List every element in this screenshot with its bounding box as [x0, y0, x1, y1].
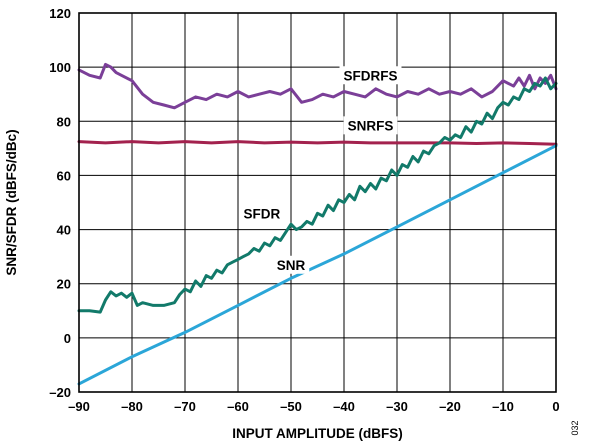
x-tick-label: –60 [227, 399, 249, 414]
x-axis-title: INPUT AMPLITUDE (dBFS) [232, 426, 402, 441]
series-line-snr [77, 144, 558, 386]
y-tick-label: 40 [57, 223, 71, 238]
series-label-backgrounds [239, 66, 402, 274]
y-axis-title: SNR/SFDR (dBFS/dBc) [4, 129, 19, 275]
x-tick-label: –70 [174, 399, 196, 414]
y-tick-label: –20 [49, 385, 71, 400]
y-tick-label: 100 [49, 60, 71, 75]
series-label-background [272, 255, 310, 274]
y-tick-label: 120 [49, 6, 71, 21]
x-tick-label: –40 [333, 399, 355, 414]
x-tick-label: –80 [121, 399, 143, 414]
series-label-sfdrfs: SFDRFS [344, 68, 398, 83]
series-label-snrfs: SNRFS [348, 118, 394, 133]
x-tick-label: –10 [492, 399, 514, 414]
y-tick-labels: –20 0 20 40 60 80 100 120 [49, 6, 71, 400]
y-tick-label: 80 [57, 114, 71, 129]
series-line-sfdrfs [77, 62, 558, 110]
x-tick-label: –90 [68, 399, 90, 414]
series-labels: SFDRFS SNRFS SFDR SNR [243, 68, 397, 273]
series-label-background [239, 204, 285, 223]
x-tick-label: –30 [386, 399, 408, 414]
plot-frame [78, 12, 557, 393]
series-label-sfdr: SFDR [243, 206, 280, 221]
x-tick-label: 0 [552, 399, 559, 414]
plot-series [77, 62, 558, 386]
y-tick-label: 20 [57, 277, 71, 292]
x-tick-labels: –90 –80 –70 –60 –50 –40 –30 –20 –10 0 [68, 399, 559, 414]
series-label-background [339, 66, 402, 85]
series-line-sfdr [77, 76, 558, 314]
figure-id: 032 [570, 420, 580, 435]
x-tick-label: –20 [439, 399, 461, 414]
series-line-snrfs [77, 140, 558, 146]
series-label-snr: SNR [277, 258, 306, 273]
x-tick-label: –50 [280, 399, 302, 414]
y-tick-label: 0 [64, 331, 71, 346]
series-label-background [343, 116, 398, 135]
gridlines [78, 12, 557, 393]
y-tick-label: 60 [57, 168, 71, 183]
